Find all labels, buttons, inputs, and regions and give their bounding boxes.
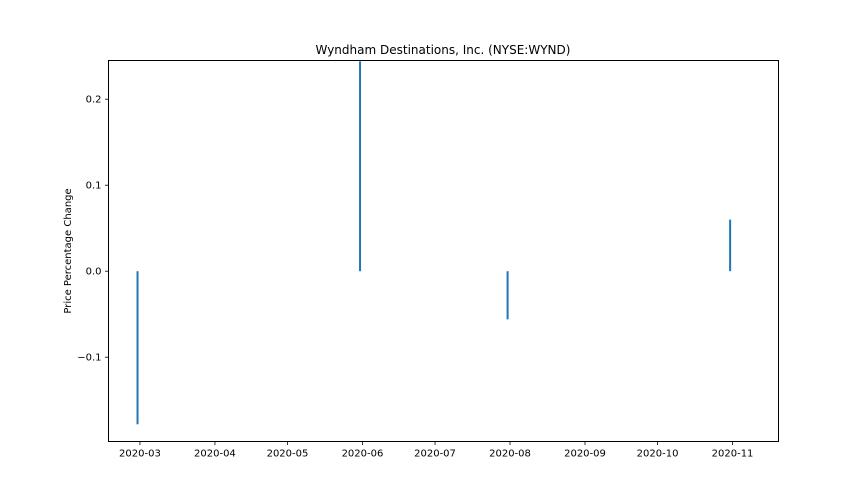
x-tick-label: 2020-03 xyxy=(119,449,161,460)
bar-2 xyxy=(506,271,509,320)
x-tick-label: 2020-05 xyxy=(267,449,309,460)
bars-group xyxy=(136,61,732,425)
x-axis: 2020-03 2020-04 2020-05 2020-06 2020-07 2020-… xyxy=(119,441,754,460)
x-tick-label: 2020-04 xyxy=(194,449,236,460)
y-tick-label: 0.2 xyxy=(86,95,102,106)
x-tick-label: 2020-08 xyxy=(489,449,531,460)
y-tick-label: 0.0 xyxy=(86,267,102,278)
y-axis-label: Price Percentage Change xyxy=(63,188,74,313)
x-tick-label: 2020-06 xyxy=(342,449,384,460)
x-tick-label: 2020-07 xyxy=(414,449,456,460)
y-tick-label: −0.1 xyxy=(77,353,101,364)
y-tick-label: 0.1 xyxy=(86,181,102,192)
x-tick-label: 2020-11 xyxy=(712,449,754,460)
chart-title: Wyndham Destinations, Inc. (NYSE:WYND) xyxy=(316,43,571,57)
bar-1 xyxy=(359,61,362,272)
plot-frame xyxy=(108,60,779,442)
bar-0 xyxy=(136,271,139,425)
x-tick-label: 2020-10 xyxy=(637,449,679,460)
x-tick-label: 2020-09 xyxy=(564,449,606,460)
bar-3 xyxy=(729,219,732,272)
y-axis: −0.1 0.0 0.1 0.2 xyxy=(77,95,109,364)
